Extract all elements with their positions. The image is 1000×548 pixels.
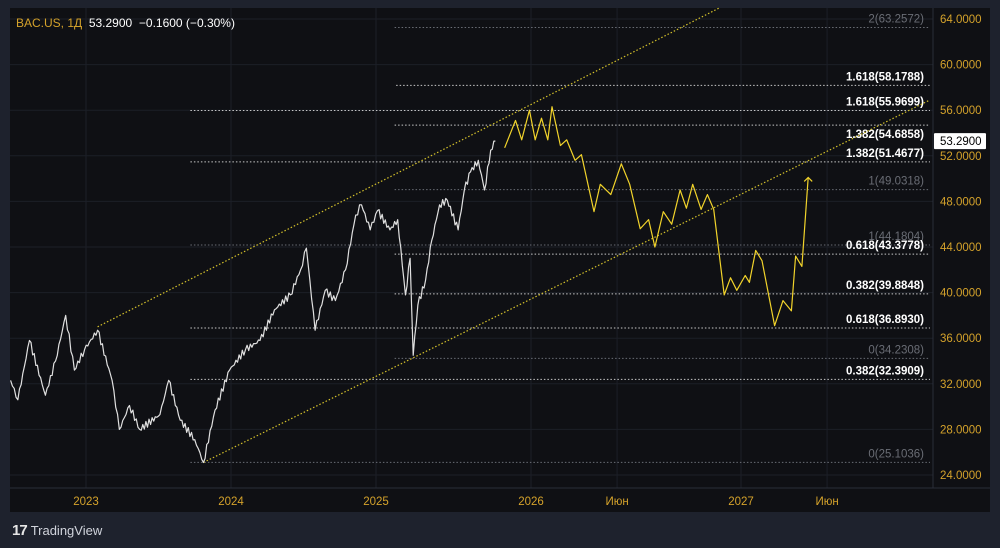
x-tick-label: 2025 (363, 496, 389, 508)
fib-level-label: 2(63.2572) (868, 13, 924, 25)
fib-level-label: 0(25.1036) (868, 448, 924, 460)
tradingview-logo-icon: 17 (12, 522, 28, 539)
price-change: −0.1600 (−0.30%) (138, 16, 235, 30)
fib-level-label: 0(34.2308) (868, 344, 924, 356)
last-price-text: 53.2900 (940, 136, 982, 148)
grid (10, 8, 933, 488)
y-tick-label: 36.0000 (940, 333, 982, 345)
x-tick-label: 2024 (218, 496, 244, 508)
fib-level-label: 1.382(51.4677) (846, 148, 924, 160)
y-tick-label: 44.0000 (940, 242, 982, 254)
y-tick-label: 32.0000 (940, 379, 982, 391)
fib-level-label: 1.618(55.9699) (846, 97, 924, 109)
y-tick-label: 28.0000 (940, 424, 982, 436)
price-axis[interactable]: 24.0000 28.0000 32.0000 36.0000 40.0000 44.00… (940, 14, 982, 482)
fib-level-label: 0.382(32.3909) (846, 365, 924, 377)
fib-level-label: 0.382(39.8848) (846, 280, 924, 292)
y-tick-label: 24.0000 (940, 470, 982, 482)
fib-levels: 2(63.2572) 1.618(58.1788) 1.618(55.9699) 1.… (190, 13, 930, 463)
logo-text: TradingView (30, 523, 103, 538)
last-price: 53.2900 (88, 16, 133, 30)
y-tick-label: 56.0000 (940, 105, 982, 117)
last-price-label: 53.2900 (934, 133, 986, 150)
projection-line (504, 106, 809, 327)
fib-level-label: 0.618(43.3778) (846, 240, 924, 252)
fib-level-label: 1(49.0318) (868, 176, 924, 188)
time-axis[interactable]: 2023 2024 2025 2026 Июн 2027 Июн (73, 496, 839, 508)
arrow-head-icon (803, 176, 813, 182)
y-tick-label: 40.0000 (940, 288, 982, 300)
fib-level-label: 0.618(36.8930) (846, 314, 924, 326)
fib-level-label: 1.618(58.1788) (846, 71, 924, 83)
y-tick-label: 60.0000 (940, 60, 982, 72)
trend-channel (97, 7, 931, 463)
last-price-box (934, 133, 986, 150)
x-tick-label: Июн (815, 496, 838, 508)
y-tick-label: 52.0000 (940, 151, 982, 163)
chart-panel (10, 8, 990, 512)
channel-line (203, 99, 931, 463)
history-line (10, 140, 496, 464)
x-tick-label: Июн (605, 496, 628, 508)
symbol-name[interactable]: BAC.US, 1Д (16, 16, 83, 30)
symbol-header: BAC.US, 1Д 53.2900 −0.1600 (−0.30%) (16, 16, 235, 30)
y-tick-label: 48.0000 (940, 196, 982, 208)
x-tick-label: 2026 (518, 496, 544, 508)
channel-line (97, 7, 721, 328)
y-tick-label: 64.0000 (940, 14, 982, 26)
fib-level-label: 1(44.1804) (868, 231, 924, 243)
fib-level-label: 1.382(54.6858) (846, 129, 924, 141)
x-tick-label: 2027 (728, 496, 754, 508)
x-tick-label: 2023 (73, 496, 99, 508)
series-lines (10, 106, 813, 464)
tradingview-logo[interactable]: 17 TradingView (12, 522, 102, 539)
